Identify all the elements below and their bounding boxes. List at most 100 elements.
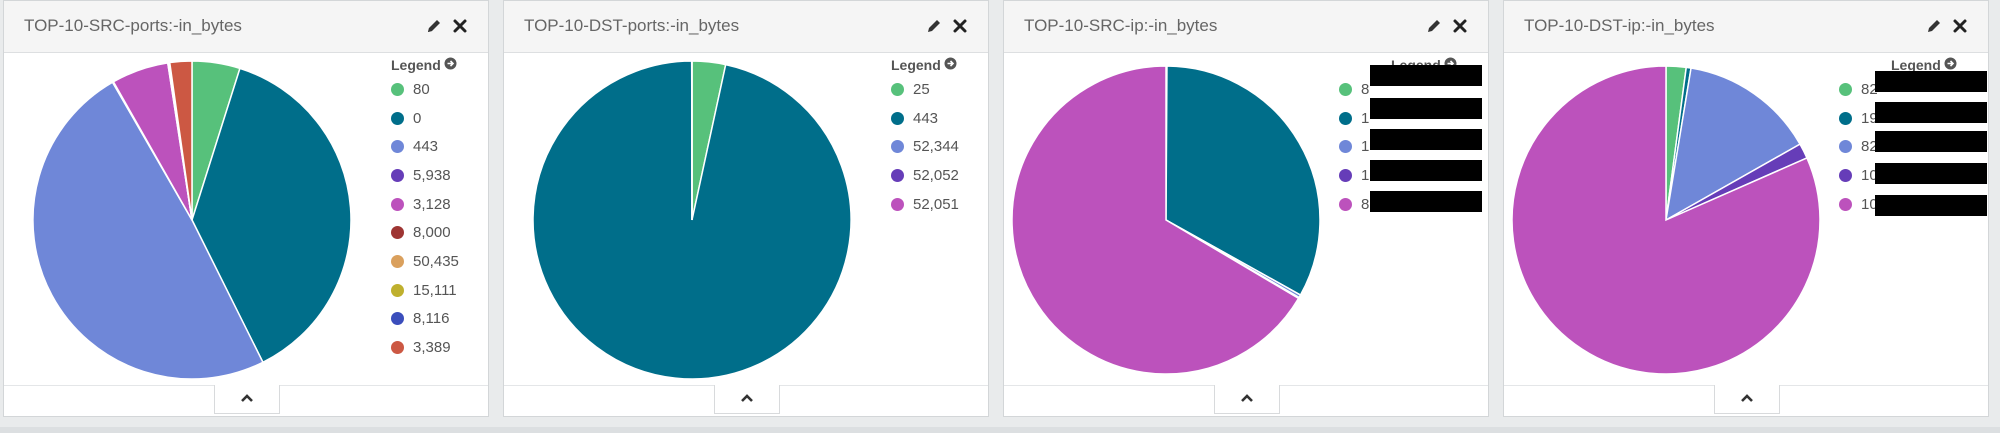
pie-slice[interactable] xyxy=(191,67,352,364)
legend-label: 15,111 xyxy=(413,281,457,299)
legend-color-swatch xyxy=(391,140,404,154)
legend-item[interactable]: 443 xyxy=(891,104,991,133)
legend-title: Legend xyxy=(891,57,941,73)
panel-header: TOP-10-DST-ports:-in_bytes xyxy=(504,1,988,53)
legend-item[interactable]: 10 xyxy=(1839,190,1939,219)
legend-item[interactable]: 80 xyxy=(391,75,491,104)
close-icon[interactable] xyxy=(452,18,468,34)
legend-item[interactable]: 82 xyxy=(1839,75,1939,104)
chevron-up-icon xyxy=(741,394,753,402)
visualization-panel-src-ports: TOP-10-SRC-ports:-in_bytes Legend 80 0 443… xyxy=(3,0,489,417)
pencil-icon[interactable] xyxy=(1926,18,1942,34)
legend-item[interactable]: 52,344 xyxy=(891,132,991,161)
redaction-bar xyxy=(1370,98,1482,119)
visualization-panel-dst-ports: TOP-10-DST-ports:-in_bytes Legend 25 443 5… xyxy=(503,0,989,417)
legend-label: 5,938 xyxy=(413,166,451,184)
legend-color-swatch xyxy=(1839,140,1852,154)
legend-item[interactable]: 3,389 xyxy=(391,333,491,362)
redaction-bar xyxy=(1370,129,1482,150)
panel-title: TOP-10-SRC-ports:-in_bytes xyxy=(24,16,242,35)
chevron-up-icon xyxy=(1741,394,1753,402)
legend-item[interactable]: 1 xyxy=(1339,161,1439,190)
legend-item[interactable]: 8,116 xyxy=(391,305,491,334)
pie-slice[interactable] xyxy=(1665,67,1802,222)
legend-color-swatch xyxy=(391,254,404,268)
legend-label: 443 xyxy=(413,138,439,156)
legend-label: 443 xyxy=(913,109,939,127)
pie-chart xyxy=(1511,65,1821,375)
legend-item[interactable]: 10 xyxy=(1839,161,1939,190)
panel-title: TOP-10-DST-ports:-in_bytes xyxy=(524,16,740,35)
pencil-icon[interactable] xyxy=(926,18,942,34)
legend-item[interactable]: 52,051 xyxy=(891,190,991,219)
legend-label: 80 xyxy=(413,80,430,98)
legend-color-swatch xyxy=(1339,82,1352,96)
pencil-icon[interactable] xyxy=(426,18,442,34)
legend-toggle[interactable]: Legend xyxy=(1839,55,1957,75)
legend-label: 82 xyxy=(1861,80,1878,98)
next-row-edge xyxy=(0,427,2000,433)
legend-item[interactable]: 82 xyxy=(1839,132,1939,161)
legend: Legend 25 443 52,344 52,052 52,051 xyxy=(891,55,991,218)
legend-label: 8,000 xyxy=(413,224,451,242)
legend-label: 10 xyxy=(1861,195,1878,213)
legend-label: 1 xyxy=(1361,138,1370,156)
collapse-button[interactable] xyxy=(214,385,280,414)
panel-footer xyxy=(504,385,988,416)
legend-color-swatch xyxy=(391,312,404,326)
collapse-button[interactable] xyxy=(1714,385,1780,414)
arrow-circle-right-icon xyxy=(444,55,457,75)
legend-list: 82 19 82 10 10 xyxy=(1839,75,1939,218)
visualization-panel-dst-ip: TOP-10-DST-ip:-in_bytes Legend 82 19 82 10 1… xyxy=(1503,0,1989,417)
legend-item[interactable]: 25 xyxy=(891,75,991,104)
legend-list: 25 443 52,344 52,052 52,051 xyxy=(891,75,991,218)
collapse-button[interactable] xyxy=(714,385,780,414)
legend-toggle[interactable]: Legend xyxy=(891,55,991,75)
legend-color-swatch xyxy=(1839,197,1852,211)
pie-slice[interactable] xyxy=(168,60,193,221)
legend-list: 8 1 1 1 8 xyxy=(1339,75,1439,218)
close-icon[interactable] xyxy=(1452,18,1468,34)
pie-slice[interactable] xyxy=(1011,65,1300,375)
legend-item[interactable]: 15,111 xyxy=(391,276,491,305)
legend-item[interactable]: 5,938 xyxy=(391,161,491,190)
legend-item[interactable]: 19 xyxy=(1839,104,1939,133)
redaction-bar xyxy=(1370,65,1482,86)
pie-chart xyxy=(32,60,352,380)
legend-item[interactable]: 8,000 xyxy=(391,218,491,247)
panel-header: TOP-10-DST-ip:-in_bytes xyxy=(1504,1,1988,53)
legend-color-swatch xyxy=(891,111,904,125)
legend-color-swatch xyxy=(1339,197,1352,211)
redaction-bar xyxy=(1370,191,1482,212)
legend-list: 80 0 443 5,938 3,128 8,000 50,435 15,111 8,116 3,… xyxy=(391,75,491,362)
legend-toggle[interactable]: Legend xyxy=(391,55,491,75)
panel-footer xyxy=(1004,385,1488,416)
close-icon[interactable] xyxy=(952,18,968,34)
legend-item[interactable]: 8 xyxy=(1339,75,1439,104)
legend-item[interactable]: 1 xyxy=(1339,104,1439,133)
legend-label: 0 xyxy=(413,109,422,127)
pie-slice[interactable] xyxy=(32,81,264,380)
legend-color-swatch xyxy=(891,197,904,211)
legend-item[interactable]: 50,435 xyxy=(391,247,491,276)
legend-title: Legend xyxy=(391,57,441,73)
pencil-icon[interactable] xyxy=(1426,18,1442,34)
legend-label: 10 xyxy=(1861,166,1878,184)
legend-item[interactable]: 52,052 xyxy=(891,161,991,190)
legend-item[interactable]: 3,128 xyxy=(391,190,491,219)
legend-item[interactable]: 1 xyxy=(1339,132,1439,161)
pie-slice[interactable] xyxy=(1165,65,1321,297)
legend-color-swatch xyxy=(1339,140,1352,154)
collapse-button[interactable] xyxy=(1214,385,1280,414)
legend-label: 3,389 xyxy=(413,339,451,357)
legend-item[interactable]: 8 xyxy=(1339,190,1439,219)
legend-label: 8 xyxy=(1361,195,1370,213)
legend-item[interactable]: 0 xyxy=(391,104,491,133)
close-icon[interactable] xyxy=(1952,18,1968,34)
legend-item[interactable]: 443 xyxy=(391,132,491,161)
redaction-bar xyxy=(1875,71,1987,92)
legend-label: 8,116 xyxy=(413,310,450,328)
pie-slice[interactable] xyxy=(1511,65,1821,375)
legend: Legend 82 19 82 10 10 xyxy=(1839,55,1957,218)
